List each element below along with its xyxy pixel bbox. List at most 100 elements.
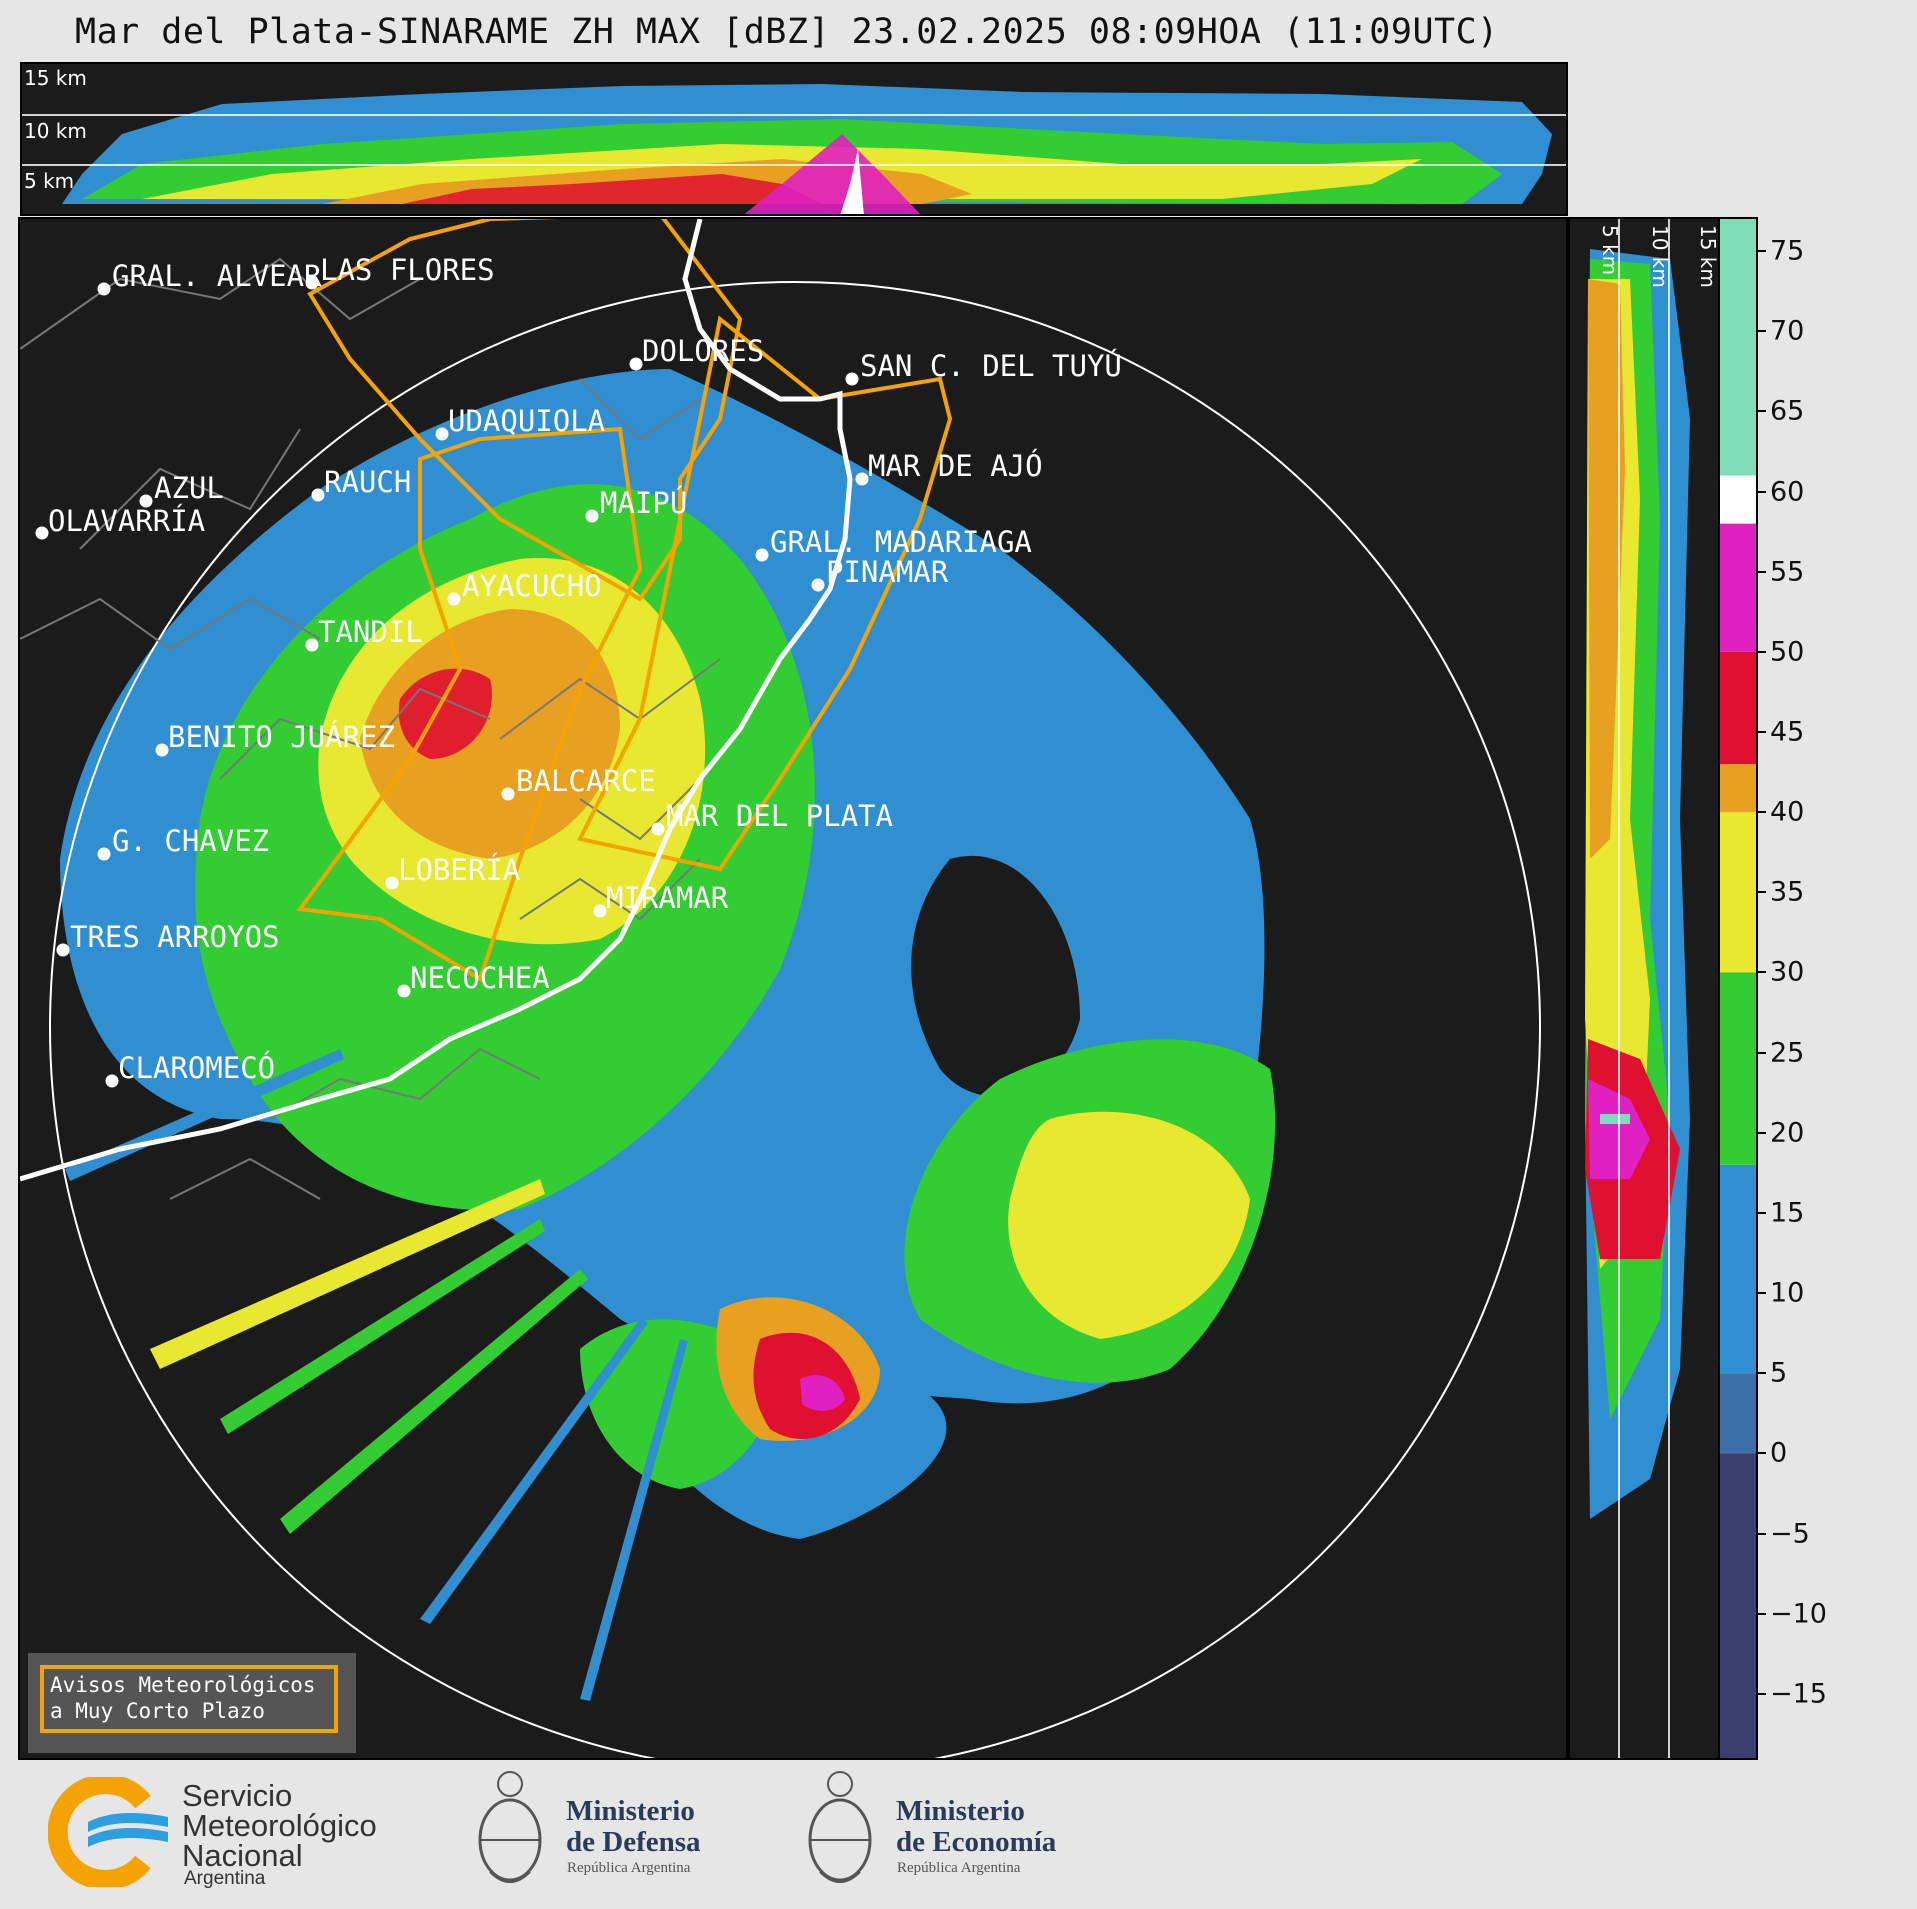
colorbar-band-0	[1720, 1453, 1756, 1758]
colorbar-tick	[1758, 1692, 1766, 1695]
warning-legend-line1: Avisos Meteorológicos	[50, 1673, 316, 1697]
colorbar-tick	[1758, 1372, 1766, 1375]
colorbar-tick	[1758, 971, 1766, 974]
city-dot-claromeco	[105, 1074, 119, 1088]
colorbar-tick-label: 40	[1770, 796, 1805, 828]
colorbar-tick	[1758, 250, 1766, 253]
xsec-right-label-5km: 5 km	[1598, 225, 1622, 276]
right-cross-section-echo	[1585, 249, 1690, 1519]
colorbar-tick-label: 55	[1770, 556, 1805, 588]
colorbar-tick-label: −10	[1770, 1598, 1827, 1630]
city-label-udaquiola: UDAQUIOLA	[448, 404, 606, 438]
city-label-gral-alvear: GRAL. ALVEAR	[112, 259, 322, 293]
colorbar-tick-label: 45	[1770, 716, 1805, 748]
radar-reflectivity-map	[20, 219, 1541, 1758]
smn-logo-icon	[48, 1777, 168, 1887]
colorbar-tick-label: −5	[1770, 1518, 1810, 1550]
city-dot-g-chavez	[97, 847, 111, 861]
smn-logo-line4: Argentina	[184, 1868, 266, 1889]
city-dot-mar-del-plata	[651, 822, 665, 836]
colorbar-tick-label: 50	[1770, 636, 1805, 668]
city-label-pinamar: PINAMAR	[826, 555, 949, 589]
city-dot-miramar	[593, 904, 607, 918]
city-label-olavarria: OLAVARRÍA	[48, 504, 206, 538]
warning-polygon-east	[577, 315, 953, 872]
city-label-gral-madariaga: GRAL. MADARIAGA	[770, 525, 1032, 559]
colorbar-tick	[1758, 1051, 1766, 1054]
colorbar-tick	[1758, 811, 1766, 814]
warning-polygon-north	[307, 219, 743, 602]
colorbar-tick	[1758, 1292, 1766, 1295]
colorbar-band-6	[1720, 651, 1756, 765]
city-dot-udaquiola	[435, 427, 449, 441]
city-dot-pinamar	[811, 578, 825, 592]
city-dot-tres-arroyos	[56, 943, 70, 957]
argentina-coat-of-arms-icon	[478, 1771, 542, 1883]
xsec-top-label-5km: 5 km	[24, 169, 75, 193]
city-dot-balcarce	[501, 787, 515, 801]
colorbar-tick	[1758, 731, 1766, 733]
colorbar-tick	[1758, 1211, 1766, 1214]
colorbar-tick	[1758, 1612, 1766, 1615]
warning-legend-border	[40, 1665, 338, 1733]
economia-logo-line3: República Argentina	[897, 1860, 1021, 1876]
range-ring	[49, 281, 1541, 1758]
colorbar-tick	[1758, 330, 1766, 333]
coastline	[20, 219, 853, 1182]
radar-map-panel: GRAL. ALVEAR LAS FLORES DOLORES SAN C. D…	[18, 217, 1568, 1760]
top-cross-section-echo	[62, 84, 1552, 214]
colorbar-tick	[1758, 650, 1766, 653]
city-label-mar-de-ajo: MAR DE AJÓ	[868, 449, 1043, 483]
city-label-g-chavez: G. CHAVEZ	[112, 824, 270, 858]
colorbar-tick-label: 75	[1770, 235, 1805, 267]
colorbar-tick-label: 30	[1770, 956, 1805, 988]
defensa-logo-line2: de Defensa	[566, 1826, 701, 1858]
city-label-mar-del-plata: MAR DEL PLATA	[666, 799, 893, 833]
colorbar-band-7	[1720, 523, 1756, 652]
xsec-top-label-10km: 10 km	[24, 119, 87, 143]
city-dot-rauch	[311, 488, 325, 502]
colorbar-tick	[1758, 570, 1766, 573]
smn-logo-line3: Nacional	[182, 1838, 303, 1873]
dbz-colorbar	[1718, 217, 1758, 1760]
city-dot-san-c-del-tuyu	[845, 372, 859, 386]
colorbar-band-5	[1720, 764, 1756, 813]
city-label-azul: AZUL	[154, 471, 224, 505]
colorbar-tick-label: 0	[1770, 1437, 1788, 1469]
xsec-right-label-10km: 10 km	[1648, 225, 1672, 288]
city-dot-benito-juarez	[155, 743, 169, 757]
city-label-maipu: MAIPÚ	[600, 486, 688, 520]
city-label-san-c-del-tuyu: SAN C. DEL TUYÚ	[860, 349, 1122, 383]
warning-legend-box: Avisos Meteorológicos a Muy Corto Plazo	[28, 1653, 356, 1753]
colorbar-tick	[1758, 1131, 1766, 1134]
city-label-claromeco: CLAROMECÓ	[118, 1051, 276, 1085]
city-label-tandil: TANDIL	[318, 615, 423, 649]
city-label-miramar: MIRAMAR	[606, 881, 729, 915]
colorbar-tick-label: −15	[1770, 1678, 1827, 1710]
city-label-ayacucho: AYACUCHO	[462, 569, 602, 603]
colorbar-tick	[1758, 1532, 1766, 1535]
smn-logo-line2: Meteorológico	[182, 1808, 377, 1843]
warning-polygon-central	[296, 426, 643, 982]
city-label-dolores: DOLORES	[642, 334, 765, 368]
city-dot-gral-madariaga	[755, 548, 769, 562]
city-label-balcarce: BALCARCE	[516, 764, 656, 798]
city-dot-gral-alvear	[97, 282, 111, 296]
city-label-las-flores: LAS FLORES	[320, 253, 495, 287]
colorbar-tick-label: 15	[1770, 1197, 1805, 1229]
colorbar-tick-label: 25	[1770, 1037, 1805, 1069]
economia-logo-line1: Ministerio	[896, 1795, 1025, 1827]
top-cross-section-panel: 15 km 10 km 5 km	[20, 62, 1568, 216]
colorbar-tick-label: 65	[1770, 395, 1805, 427]
colorbar-band-1	[1720, 1373, 1756, 1454]
xsec-right-label-15km: 15 km	[1696, 225, 1720, 288]
colorbar-tick	[1758, 891, 1766, 894]
city-label-necochea: NECOCHEA	[410, 961, 550, 995]
colorbar-tick-label: 10	[1770, 1277, 1805, 1309]
city-label-tres-arroyos: TRES ARROYOS	[70, 920, 280, 954]
colorbar-gradient	[1720, 219, 1756, 1758]
argentina-coat-of-arms-icon-2	[808, 1771, 872, 1883]
colorbar-tick	[1758, 490, 1766, 493]
colorbar-tick-label: 20	[1770, 1117, 1805, 1149]
city-dot-ayacucho	[447, 592, 461, 606]
